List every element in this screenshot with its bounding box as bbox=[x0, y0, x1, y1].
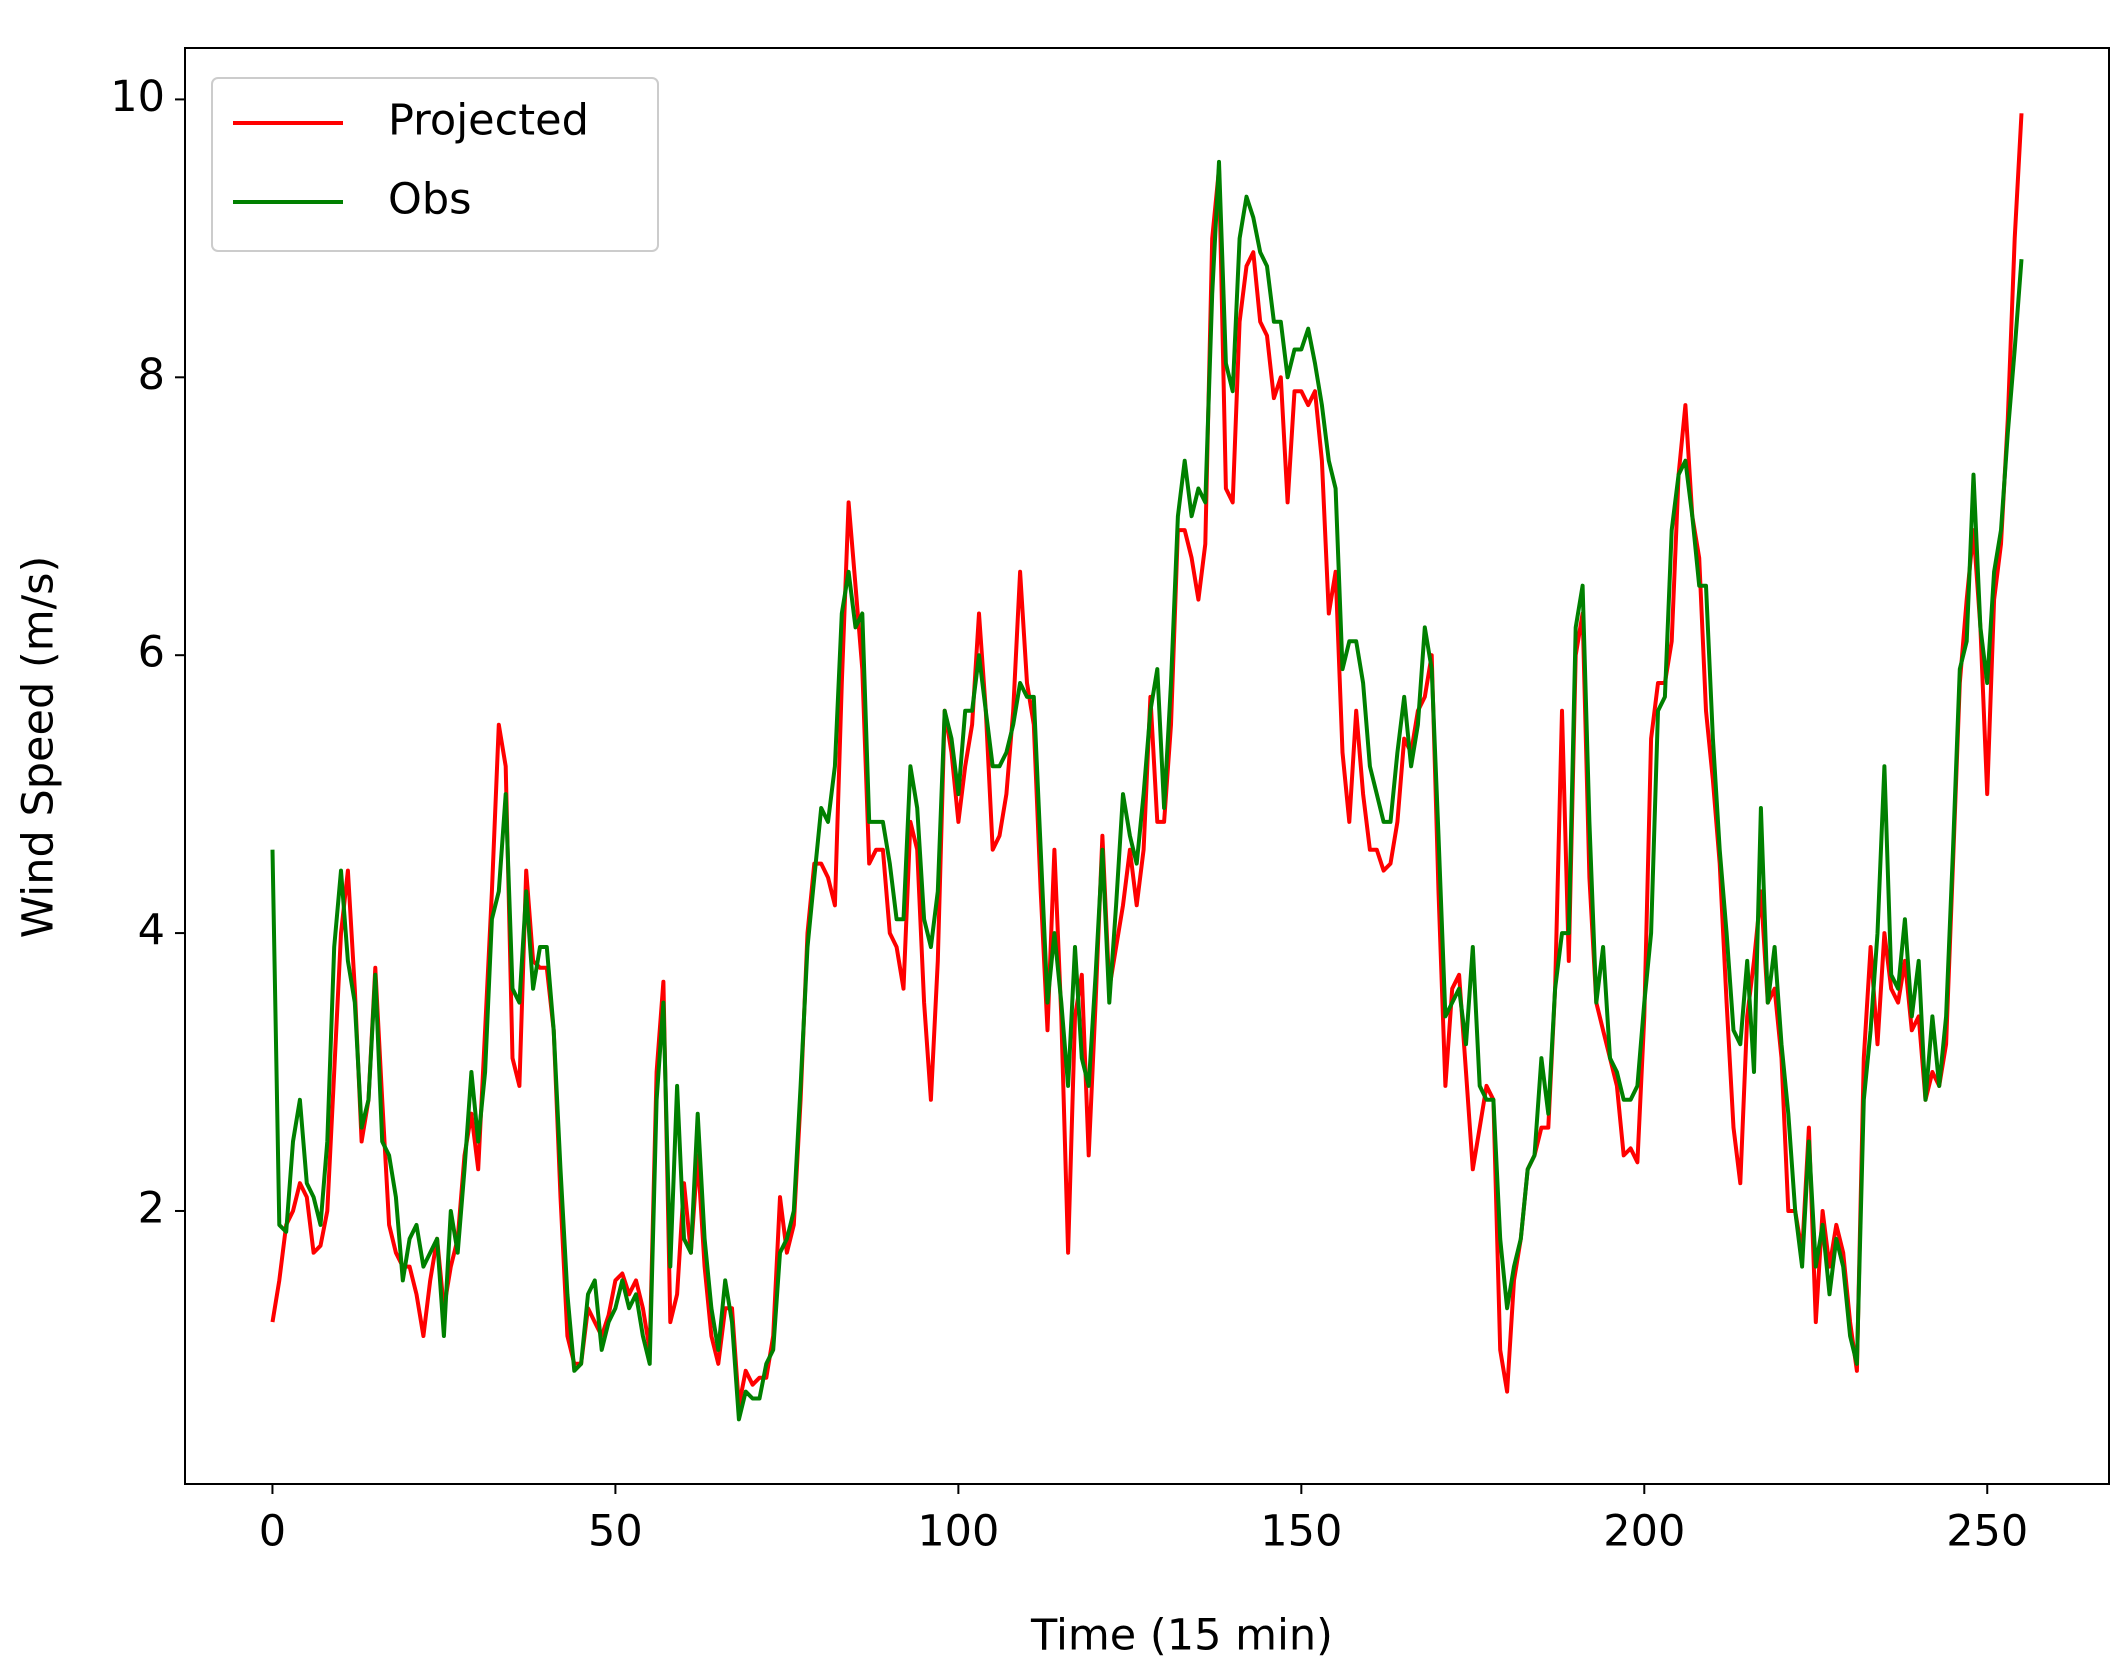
y-tick-label: 6 bbox=[138, 628, 165, 678]
y-tick-label: 8 bbox=[138, 350, 165, 400]
x-tick-label: 150 bbox=[1260, 1507, 1342, 1557]
x-tick-label: 100 bbox=[917, 1507, 999, 1557]
y-tick-label: 10 bbox=[110, 72, 165, 122]
y-tick-label: 2 bbox=[138, 1183, 165, 1233]
y-tick-label: 4 bbox=[138, 906, 165, 956]
x-axis-label: Time (15 min) bbox=[1030, 1611, 1333, 1661]
x-tick-label: 250 bbox=[1946, 1507, 2028, 1557]
legend-label: Obs bbox=[388, 175, 472, 225]
plot-frame bbox=[184, 47, 2110, 1485]
y-axis-label: Wind Speed (m/s) bbox=[14, 556, 64, 939]
data-line bbox=[270, 159, 2024, 1422]
x-tick-label: 200 bbox=[1603, 1507, 1685, 1557]
legend-label: Projected bbox=[388, 96, 589, 146]
x-tick-label: 0 bbox=[259, 1507, 286, 1557]
x-tick-label: 50 bbox=[588, 1507, 643, 1557]
